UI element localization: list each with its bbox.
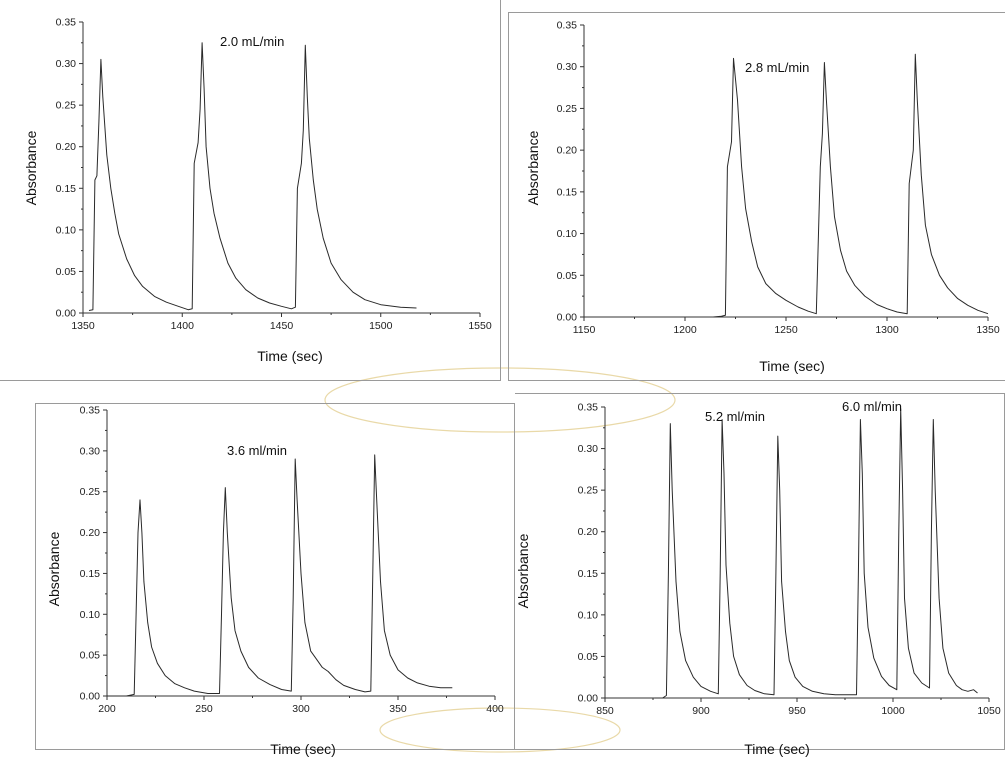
y-tick-label: 0.10 (578, 609, 599, 621)
flow-rate-label-6-0: 6.0 ml/min (842, 399, 902, 414)
absorbance-trace (713, 53, 989, 318)
y-tick-label: 0.05 (557, 270, 578, 282)
x-tick-label: 1300 (875, 324, 899, 336)
x-tick-label: 1050 (977, 705, 1001, 717)
y-tick-label: 0.35 (80, 405, 101, 417)
y-tick-label: 0.05 (80, 650, 101, 662)
x-tick-label: 1500 (369, 320, 393, 332)
chart-panel-5-2-and-6-0-ml-min: 0.00 0.05 0.10 0.15 0.20 0.25 0.30 0.35 850 900 95… (515, 393, 1005, 765)
flow-rate-label: 2.0 mL/min (220, 34, 284, 49)
x-tick-label: 1400 (171, 320, 195, 332)
x-tick-label: 900 (692, 705, 710, 717)
y-tick-label: 0.30 (80, 445, 101, 457)
x-tick-label: 1000 (881, 705, 905, 717)
y-tick-label: 0.00 (578, 693, 599, 705)
x-axis-title: Time (sec) (744, 741, 810, 757)
y-tick-label: 0.25 (578, 485, 599, 497)
y-tick-label: 0.05 (56, 266, 77, 278)
chart-svg: 0.00 0.05 0.10 0.15 0.20 0.25 0.30 0.35 1150 1200… (525, 20, 1000, 375)
y-tick-label: 0.25 (80, 486, 101, 498)
y-tick-label: 0.35 (56, 17, 77, 29)
chart-svg: 0.00 0.05 0.10 0.15 0.20 0.25 0.30 0.35 850 900 95… (515, 399, 1001, 757)
y-tick-label: 0.30 (578, 443, 599, 455)
x-tick-label: 1200 (673, 324, 697, 336)
absorbance-trace (88, 42, 417, 311)
x-axis-title: Time (sec) (257, 348, 323, 364)
x-tick-label: 1250 (774, 324, 798, 336)
y-tick-label: 0.20 (80, 527, 101, 539)
y-tick-label: 0.15 (80, 568, 101, 580)
y-axis-title: Absorbance (515, 533, 531, 608)
x-tick-label: 1150 (573, 324, 596, 336)
y-tick-label: 0.10 (80, 609, 101, 621)
y-tick-label: 0.15 (557, 186, 578, 198)
y-tick-label: 0.25 (557, 103, 578, 115)
y-axis-title: Absorbance (46, 531, 62, 606)
x-tick-label: 250 (195, 703, 213, 715)
absorbance-trace (107, 454, 453, 697)
x-axis-title: Time (sec) (270, 741, 336, 757)
y-tick-label: 0.35 (578, 402, 599, 414)
y-tick-label: 0.20 (557, 145, 578, 157)
x-tick-label: 400 (486, 703, 504, 715)
x-tick-label: 350 (389, 703, 407, 715)
y-tick-label: 0.20 (578, 526, 599, 538)
x-tick-label: 950 (788, 705, 806, 717)
chart-panel-2-0-ml-min: 0.00 0.05 0.10 0.15 0.20 0.25 0.30 0.35 1350 1400… (0, 0, 501, 381)
y-tick-label: 0.20 (56, 141, 77, 153)
chart-panel-3-6-ml-min: 0.00 0.05 0.10 0.15 0.20 0.25 0.30 0.35 200 250 30… (35, 403, 515, 765)
y-tick-label: 0.15 (56, 183, 77, 195)
y-tick-label: 0.00 (557, 312, 578, 324)
x-tick-label: 1350 (976, 324, 1000, 336)
y-tick-label: 0.15 (578, 568, 599, 580)
y-tick-label: 0.05 (578, 651, 599, 663)
chart-svg: 0.00 0.05 0.10 0.15 0.20 0.25 0.30 0.35 200 250 30… (46, 405, 504, 758)
x-axis-title: Time (sec) (759, 358, 825, 374)
x-tick-label: 1450 (270, 320, 294, 332)
y-tick-label: 0.10 (56, 224, 77, 236)
flow-rate-label-5-2: 5.2 ml/min (705, 409, 765, 424)
x-tick-label: 200 (98, 703, 116, 715)
y-tick-label: 0.00 (56, 308, 77, 320)
y-tick-label: 0.25 (56, 100, 77, 112)
y-tick-label: 0.30 (557, 61, 578, 73)
chart-svg: 0.00 0.05 0.10 0.15 0.20 0.25 0.30 0.35 1350 1400… (23, 17, 492, 365)
flow-rate-label: 3.6 ml/min (227, 443, 287, 458)
x-tick-label: 300 (292, 703, 310, 715)
y-axis-title: Absorbance (23, 130, 39, 205)
y-axis-title: Absorbance (525, 130, 541, 205)
flow-rate-label: 2.8 mL/min (745, 60, 809, 75)
x-tick-label: 1550 (468, 320, 492, 332)
chart-panel-2-8-ml-min: 0.00 0.05 0.10 0.15 0.20 0.25 0.30 0.35 1150 1200… (508, 12, 1005, 381)
y-tick-label: 0.10 (557, 228, 578, 240)
y-tick-label: 0.30 (56, 58, 77, 70)
y-tick-label: 0.00 (80, 691, 101, 703)
y-tick-label: 0.35 (557, 20, 578, 32)
x-tick-label: 850 (596, 705, 614, 717)
x-tick-label: 1350 (71, 320, 95, 332)
absorbance-trace (654, 408, 978, 699)
